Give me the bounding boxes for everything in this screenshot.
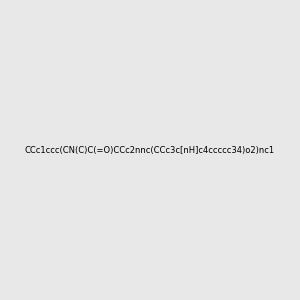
Text: CCc1ccc(CN(C)C(=O)CCc2nnc(CCc3c[nH]c4ccccc34)o2)nc1: CCc1ccc(CN(C)C(=O)CCc2nnc(CCc3c[nH]c4ccc… [25,146,275,154]
